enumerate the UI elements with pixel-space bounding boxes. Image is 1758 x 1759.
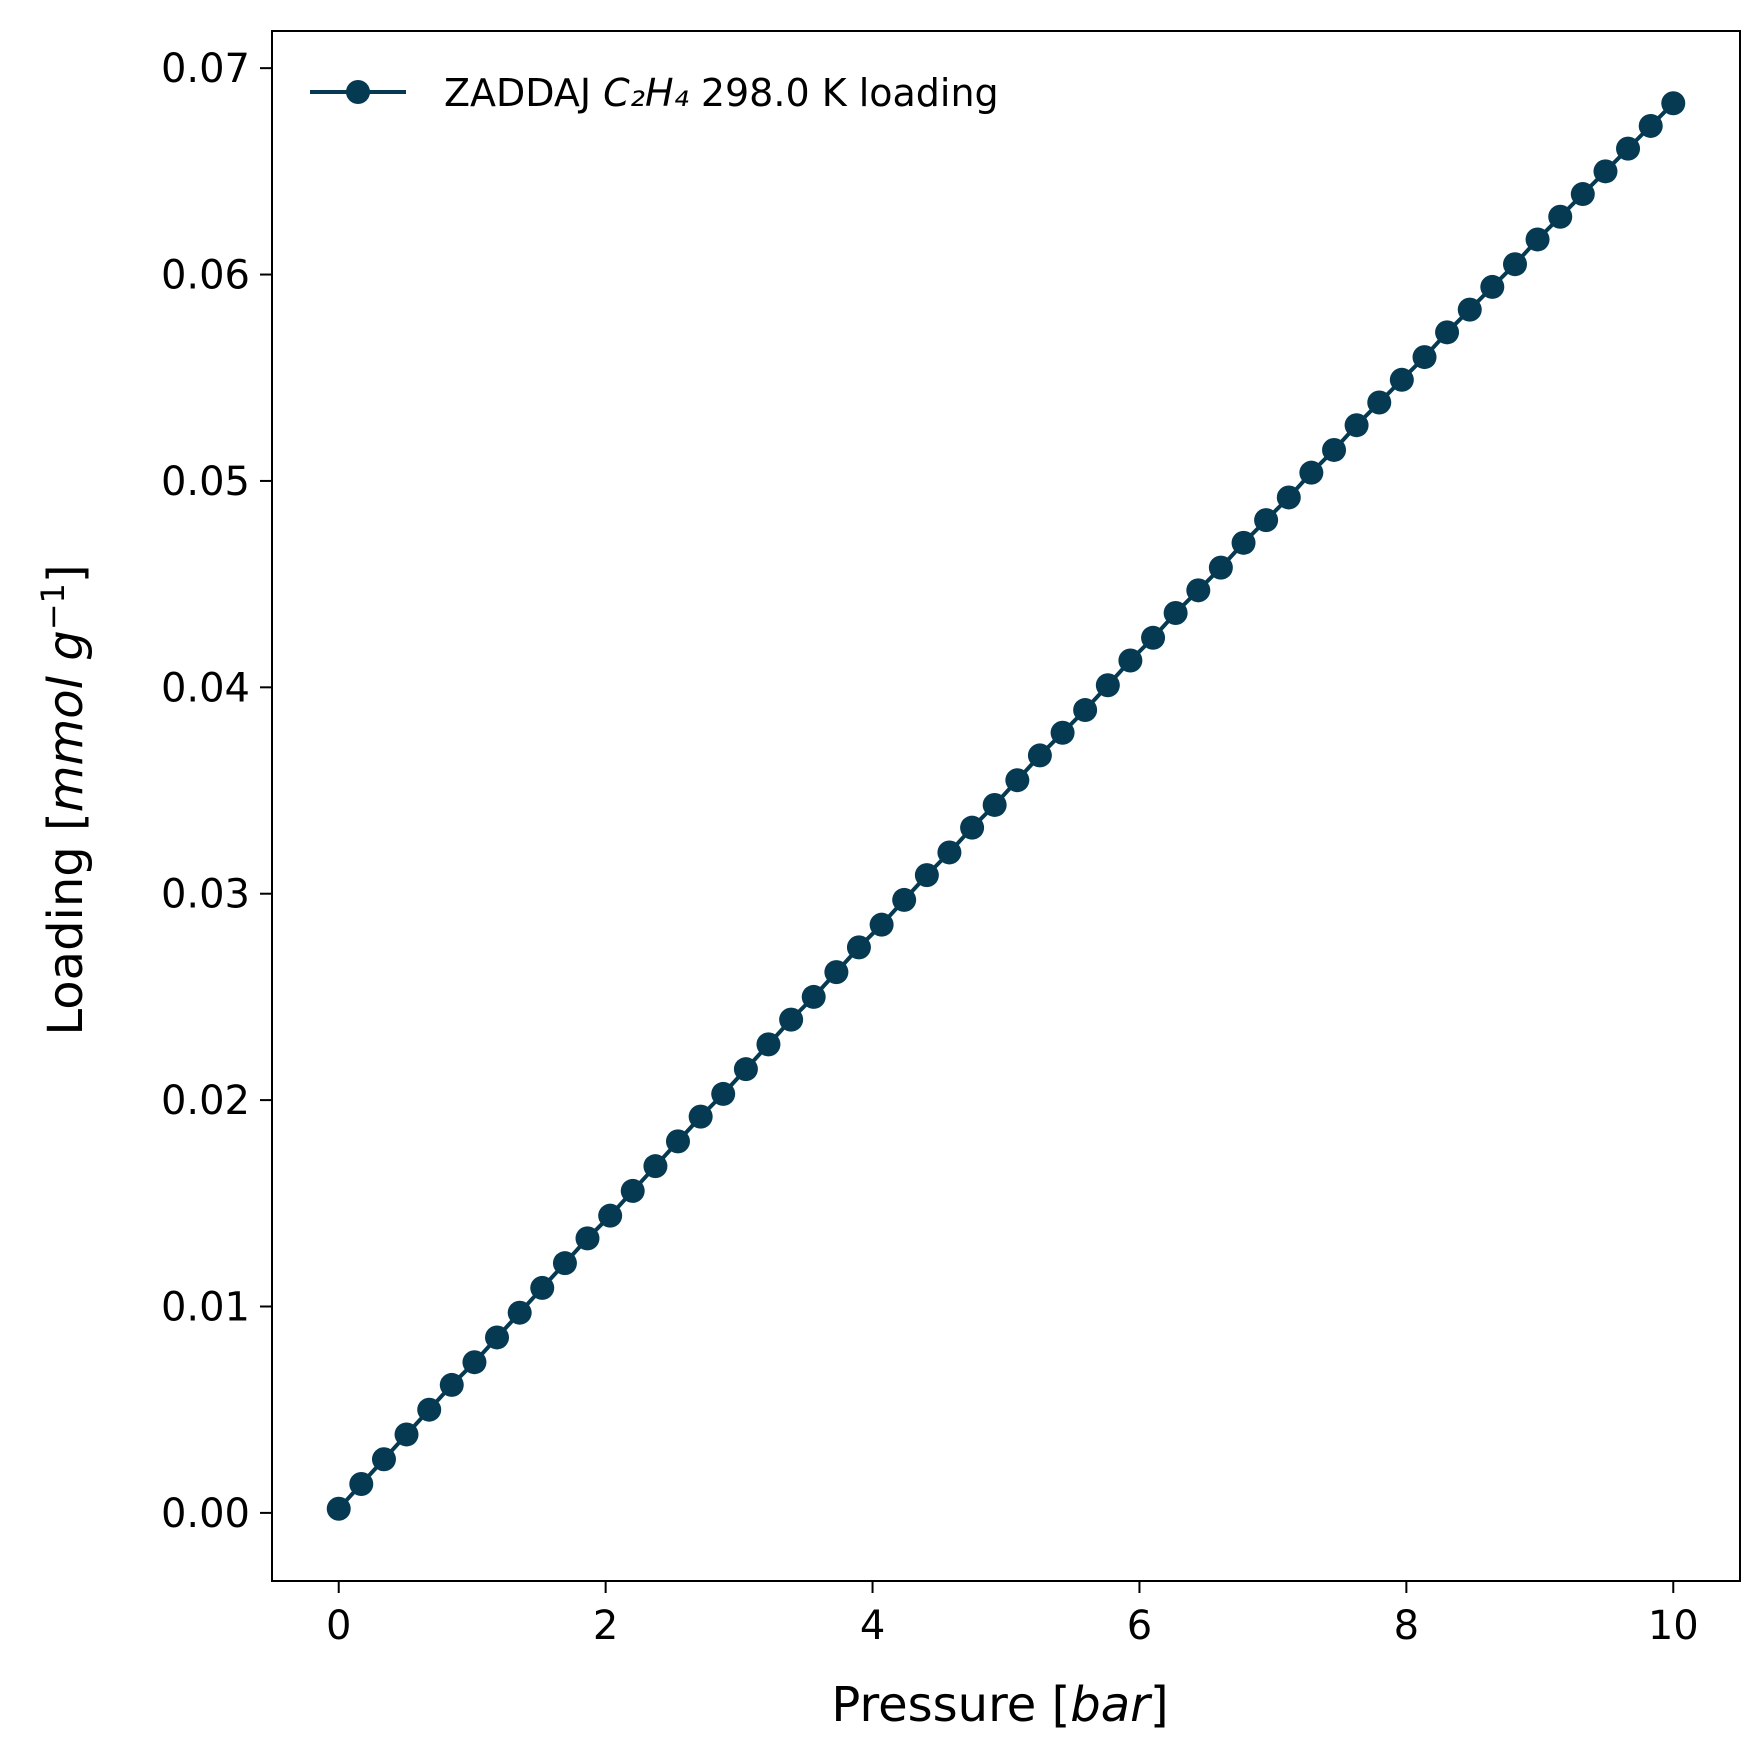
data-point: [1186, 578, 1211, 603]
data-point: [1299, 460, 1324, 485]
data-point: [711, 1081, 736, 1106]
legend: ZADDAJ C₂H₄ 298.0 K loading: [310, 71, 999, 115]
data-point: [1050, 720, 1075, 745]
y-tick-label: 0.06: [161, 253, 250, 299]
data-point: [530, 1275, 555, 1300]
data-point: [1231, 530, 1256, 555]
data-point: [960, 815, 985, 840]
y-axis-label: Loading [mmol g−1]: [34, 564, 94, 1035]
x-axis-label: Pressure [bar]: [831, 1677, 1168, 1733]
x-axis-label-text: Pressure [: [831, 1677, 1070, 1733]
legend-label-formula: C₂H₄: [603, 71, 689, 115]
data-point: [575, 1226, 600, 1251]
y-axis-label-text: Loading [: [38, 812, 94, 1035]
data-point: [349, 1471, 374, 1496]
data-point: [665, 1129, 690, 1154]
y-axis-label-close: ]: [38, 564, 94, 583]
data-point: [846, 935, 871, 960]
data-point: [1027, 743, 1052, 768]
data-point: [1208, 555, 1233, 580]
legend-marker-sample: [346, 80, 370, 104]
x-axis-label-unit: bar: [1070, 1677, 1153, 1733]
ticks: 0 2 4 6 8 10 0.00 0.01 0.02 0.03 0.04 0.05 0.06 0.07: [161, 46, 1699, 1649]
data-point: [1322, 437, 1347, 462]
data-point: [417, 1397, 442, 1422]
data-point: [869, 912, 894, 937]
x-axis-label-close: ]: [1150, 1677, 1169, 1733]
data-point: [1435, 320, 1460, 345]
data-point: [439, 1372, 464, 1397]
x-tick-label: 4: [860, 1603, 885, 1649]
data-point: [643, 1154, 668, 1179]
data-point: [1593, 159, 1618, 184]
x-tick-label: 2: [593, 1603, 618, 1649]
data-point: [394, 1422, 419, 1447]
data-point: [937, 840, 962, 865]
data-point: [1163, 601, 1188, 626]
axes-frame: [271, 30, 1741, 1582]
data-point: [462, 1350, 487, 1375]
data-point: [756, 1032, 781, 1057]
y-tick-label: 0.04: [161, 665, 250, 711]
legend-label: ZADDAJ C₂H₄ 298.0 K loading: [444, 71, 999, 115]
y-axis-label-unit: mmol g: [38, 630, 94, 812]
x-tick-label: 10: [1648, 1603, 1699, 1649]
data-point: [1344, 413, 1369, 438]
data-point: [779, 1007, 804, 1032]
data-point: [1638, 113, 1663, 138]
data-point: [620, 1178, 645, 1203]
data-point: [1073, 698, 1098, 723]
data-point: [1276, 485, 1301, 510]
plot-area: [326, 91, 1686, 1521]
data-point: [598, 1203, 623, 1228]
y-axis-label-exponent: −1: [34, 583, 72, 630]
data-point: [485, 1325, 510, 1350]
y-tick-label: 0.07: [161, 46, 250, 92]
x-tick-label: 0: [326, 1603, 351, 1649]
legend-label-prefix: ZADDAJ: [444, 71, 603, 115]
data-point: [914, 863, 939, 888]
data-point: [688, 1104, 713, 1129]
y-tick-label: 0.05: [161, 459, 250, 505]
data-point: [371, 1447, 396, 1472]
x-tick-label: 8: [1394, 1603, 1419, 1649]
data-point: [1502, 252, 1527, 277]
data-point: [892, 887, 917, 912]
data-point: [1095, 673, 1120, 698]
data-point: [801, 984, 826, 1009]
data-point: [507, 1300, 532, 1325]
legend-label-suffix: 298.0 K loading: [689, 71, 999, 115]
x-tick-label: 6: [1127, 1603, 1152, 1649]
data-point: [982, 792, 1007, 817]
data-point: [1616, 136, 1641, 161]
data-point: [733, 1057, 758, 1082]
data-point: [1525, 227, 1550, 252]
data-point: [552, 1251, 577, 1276]
data-point: [1570, 182, 1595, 207]
data-point: [1254, 508, 1279, 533]
data-point: [1661, 91, 1686, 116]
data-point: [824, 960, 849, 985]
data-point: [1367, 390, 1392, 415]
y-tick-label: 0.03: [161, 872, 250, 918]
y-tick-label: 0.01: [161, 1284, 250, 1330]
data-point: [326, 1496, 351, 1521]
data-point: [1005, 768, 1030, 793]
data-point: [1118, 648, 1143, 673]
data-point: [1141, 625, 1166, 650]
data-point: [1480, 274, 1505, 299]
data-point: [1412, 345, 1437, 370]
data-point: [1548, 204, 1573, 229]
y-tick-label: 0.00: [161, 1491, 250, 1537]
data-point: [1389, 367, 1414, 392]
y-tick-label: 0.02: [161, 1078, 250, 1124]
data-point: [1457, 297, 1482, 322]
